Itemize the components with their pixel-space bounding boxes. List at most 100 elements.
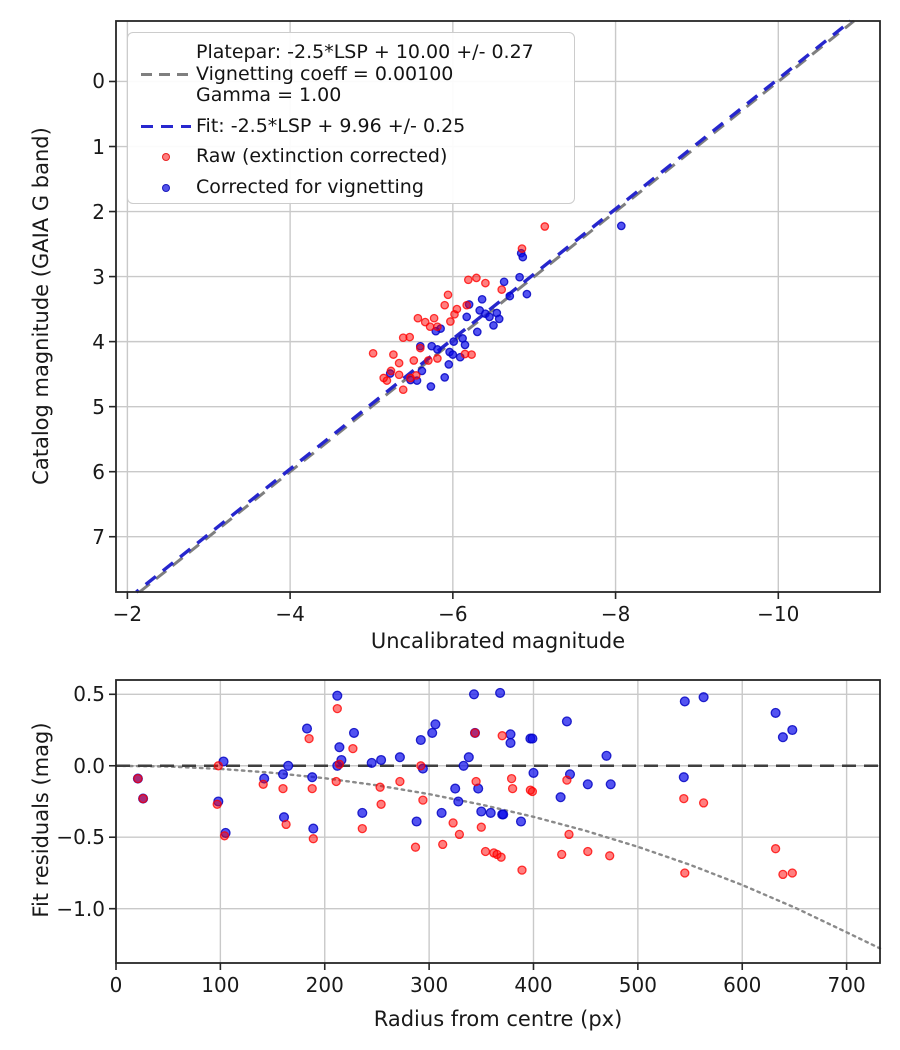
scatter-point [485, 807, 496, 818]
scatter-point [389, 350, 398, 359]
scatter-point [476, 806, 487, 817]
scatter-point [277, 769, 289, 780]
legend-platepar-line3: Gamma = 1.00 [196, 84, 342, 107]
scatter-point [418, 795, 428, 805]
scatter-point [394, 752, 405, 763]
raw-marker-sample [136, 153, 196, 162]
scatter-point [308, 823, 319, 834]
scatter-point [446, 317, 455, 326]
scatter-point [430, 719, 441, 730]
scatter-point [515, 816, 527, 827]
red-dot-icon [162, 153, 170, 162]
scatter-point [398, 385, 408, 395]
scatter-point [527, 786, 538, 797]
scatter-point [386, 366, 396, 376]
scatter-point [562, 775, 572, 785]
scatter-point [462, 312, 472, 322]
scatter-point [472, 327, 482, 337]
scatter-point [433, 345, 442, 354]
scatter-point [433, 322, 442, 332]
scatter-point [424, 356, 433, 365]
scatter-point [307, 772, 318, 783]
fit-line [135, 19, 852, 594]
legend-platepar-text: Platepar: -2.5*LSP + 10.00 +/- 0.27 Vign… [196, 41, 534, 107]
scatter-point [348, 727, 360, 738]
scatter-point [515, 272, 524, 282]
scatter-point [410, 842, 421, 852]
scatter-point [454, 829, 465, 840]
scatter-point [527, 733, 538, 744]
scatter-point [496, 852, 506, 862]
legend-entry-fit: Fit: -2.5*LSP + 9.96 +/- 0.25 [136, 114, 574, 138]
scatter-point [411, 371, 421, 380]
scatter-point [307, 783, 317, 794]
scatter-point [517, 244, 527, 253]
scatter-point [528, 767, 539, 778]
scatter-point [787, 724, 798, 736]
scatter-point [219, 831, 230, 841]
scatter-point [304, 733, 314, 744]
scatter-point [458, 334, 467, 343]
scatter-point [308, 834, 318, 844]
scatter-point [415, 343, 425, 353]
scatter-point [480, 846, 491, 857]
scatter-point [334, 742, 345, 753]
scatter-point [436, 807, 447, 818]
fit-residuals-plot-frame [115, 679, 881, 964]
vignetting-model-curve [114, 764, 882, 950]
scatter-point [616, 221, 626, 231]
legend-raw-text: Raw (extinction corrected) [196, 145, 448, 168]
scatter-point [394, 358, 404, 368]
scatter-point [601, 750, 612, 761]
scatter-point [443, 290, 453, 300]
scatter-point [494, 314, 504, 324]
scatter-point [415, 734, 426, 746]
scatter-point [787, 868, 797, 878]
scatter-point [366, 757, 377, 768]
scatter-point [698, 798, 709, 808]
scatter-point [440, 373, 450, 382]
scatter-point [357, 807, 368, 818]
scatter-point [605, 851, 615, 861]
scatter-point [258, 779, 268, 789]
legend-fit-text: Fit: -2.5*LSP + 9.96 +/- 0.25 [196, 114, 466, 137]
scatter-point [376, 754, 387, 766]
scatter-point [770, 844, 781, 854]
scatter-point [463, 752, 474, 763]
scatter-point [463, 275, 473, 285]
legend-corrected-text: Corrected for vignetting [196, 175, 424, 198]
scatter-point [433, 354, 442, 363]
scatter-point [448, 350, 458, 359]
scatter-point [332, 690, 343, 701]
blue-dash-icon [141, 124, 191, 129]
scatter-point [476, 822, 486, 832]
legend: Platepar: -2.5*LSP + 10.00 +/- 0.27 Vign… [127, 32, 575, 204]
scatter-point [281, 819, 291, 830]
scatter-point [506, 773, 517, 784]
top-x-axis-label: Uncalibrated magnitude [370, 629, 626, 653]
scatter-point [498, 809, 509, 820]
scatter-point [467, 350, 476, 359]
scatter-point [138, 793, 148, 804]
scatter-point [472, 273, 481, 283]
scatter-point [679, 793, 689, 804]
scatter-point [376, 799, 386, 809]
scatter-point [357, 823, 367, 834]
scatter-point [394, 370, 404, 380]
scatter-point [395, 776, 405, 787]
scatter-point [334, 759, 345, 769]
legend-entry-corrected: Corrected for vignetting [136, 175, 574, 199]
magnitude-calibration-plot-frame [115, 20, 881, 593]
fit-dashed-line-sample [136, 124, 196, 129]
scatter-point [462, 300, 472, 310]
scatter-point [778, 869, 788, 880]
scatter-point [411, 816, 422, 827]
scatter-point [517, 865, 527, 875]
scatter-point [417, 366, 427, 376]
scatter-point [583, 846, 593, 857]
scatter-point [679, 696, 690, 707]
scatter-point [448, 818, 458, 828]
scatter-point [698, 692, 709, 703]
